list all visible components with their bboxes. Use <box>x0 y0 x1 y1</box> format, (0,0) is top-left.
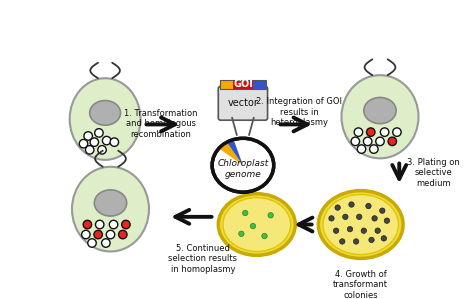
Circle shape <box>343 214 348 219</box>
Circle shape <box>354 128 363 136</box>
Ellipse shape <box>212 138 273 192</box>
Circle shape <box>380 128 389 136</box>
Circle shape <box>376 137 384 146</box>
Ellipse shape <box>90 100 120 125</box>
Circle shape <box>375 228 380 234</box>
Circle shape <box>98 146 106 154</box>
Text: 3. Plating on
selective
medium: 3. Plating on selective medium <box>407 158 460 188</box>
Circle shape <box>351 137 360 146</box>
Circle shape <box>380 208 385 213</box>
Circle shape <box>364 137 372 146</box>
Circle shape <box>366 203 371 209</box>
Ellipse shape <box>72 167 149 251</box>
Circle shape <box>109 220 118 229</box>
Circle shape <box>243 210 248 216</box>
Circle shape <box>110 138 118 147</box>
Circle shape <box>335 205 340 210</box>
Ellipse shape <box>323 195 399 254</box>
Ellipse shape <box>219 194 295 255</box>
Circle shape <box>356 214 362 219</box>
Circle shape <box>122 220 130 229</box>
Circle shape <box>354 239 359 244</box>
Text: GOI: GOI <box>233 80 253 89</box>
Circle shape <box>361 228 366 234</box>
Circle shape <box>84 132 92 140</box>
Circle shape <box>268 213 273 218</box>
Text: 1. Transformation
and homologous
recombination: 1. Transformation and homologous recombi… <box>124 109 197 139</box>
Circle shape <box>333 228 339 234</box>
Ellipse shape <box>364 97 396 124</box>
Circle shape <box>388 137 397 146</box>
Bar <box>233 80 253 89</box>
Text: 5. Continued
selection results
in homoplasmy: 5. Continued selection results in homopl… <box>168 244 237 274</box>
Circle shape <box>329 216 334 221</box>
Circle shape <box>95 220 104 229</box>
Circle shape <box>83 220 91 229</box>
Circle shape <box>79 139 88 148</box>
Circle shape <box>101 239 110 247</box>
Circle shape <box>102 136 111 145</box>
Circle shape <box>90 138 99 147</box>
Circle shape <box>357 145 366 153</box>
Circle shape <box>384 218 390 223</box>
Circle shape <box>262 234 267 239</box>
Text: 4. Growth of
transformant
colonies: 4. Growth of transformant colonies <box>333 270 388 299</box>
Circle shape <box>239 231 244 237</box>
Circle shape <box>82 230 90 239</box>
Text: vector: vector <box>228 98 258 108</box>
Text: Chloroplast
genome: Chloroplast genome <box>217 159 269 179</box>
Bar <box>220 80 233 89</box>
Wedge shape <box>226 138 243 165</box>
Wedge shape <box>219 141 243 165</box>
Circle shape <box>370 145 378 153</box>
Circle shape <box>339 239 345 244</box>
Circle shape <box>94 230 102 239</box>
Circle shape <box>250 223 255 229</box>
Circle shape <box>118 230 127 239</box>
Ellipse shape <box>94 190 127 216</box>
Circle shape <box>88 239 96 247</box>
Circle shape <box>349 202 354 207</box>
Circle shape <box>106 230 115 239</box>
Ellipse shape <box>223 198 291 251</box>
Circle shape <box>381 236 386 241</box>
Text: 2. Integration of GOI
results in
heteroplasmy: 2. Integration of GOI results in heterop… <box>256 97 342 127</box>
Circle shape <box>372 216 377 221</box>
Ellipse shape <box>319 191 403 258</box>
Circle shape <box>95 129 103 137</box>
Circle shape <box>392 128 401 136</box>
Circle shape <box>366 128 375 136</box>
Ellipse shape <box>341 75 419 158</box>
Circle shape <box>347 226 353 232</box>
Ellipse shape <box>70 78 140 160</box>
FancyBboxPatch shape <box>219 86 267 120</box>
Circle shape <box>369 237 374 242</box>
Circle shape <box>85 146 94 154</box>
Bar <box>220 80 266 89</box>
Bar <box>253 80 266 89</box>
